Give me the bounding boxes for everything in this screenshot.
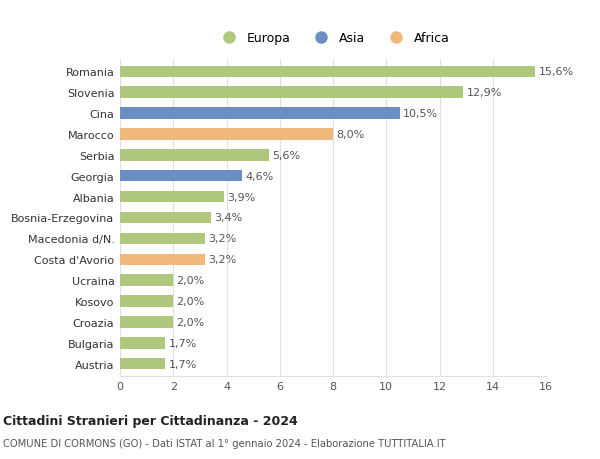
Bar — [120, 296, 173, 307]
Bar — [120, 67, 535, 78]
Bar — [120, 358, 165, 369]
Bar — [120, 213, 211, 224]
Bar — [120, 171, 242, 182]
Text: 1,7%: 1,7% — [169, 359, 197, 369]
Bar — [120, 275, 173, 286]
Text: 2,0%: 2,0% — [176, 297, 205, 306]
Bar — [120, 108, 400, 120]
Text: 2,0%: 2,0% — [176, 317, 205, 327]
Text: 5,6%: 5,6% — [272, 151, 301, 161]
Text: 8,0%: 8,0% — [336, 130, 364, 140]
Bar — [120, 191, 224, 203]
Text: 15,6%: 15,6% — [539, 67, 574, 77]
Text: 10,5%: 10,5% — [403, 109, 438, 119]
Text: 1,7%: 1,7% — [169, 338, 197, 348]
Bar — [120, 233, 205, 245]
Text: 12,9%: 12,9% — [467, 88, 502, 98]
Text: 4,6%: 4,6% — [245, 171, 274, 181]
Bar — [120, 254, 205, 265]
Legend: Europa, Asia, Africa: Europa, Asia, Africa — [214, 29, 452, 47]
Bar — [120, 337, 165, 349]
Text: 3,9%: 3,9% — [227, 192, 255, 202]
Bar — [120, 129, 333, 140]
Text: 3,2%: 3,2% — [208, 255, 236, 265]
Text: 2,0%: 2,0% — [176, 275, 205, 285]
Bar — [120, 316, 173, 328]
Text: COMUNE DI CORMONS (GO) - Dati ISTAT al 1° gennaio 2024 - Elaborazione TUTTITALIA: COMUNE DI CORMONS (GO) - Dati ISTAT al 1… — [3, 438, 446, 448]
Bar — [120, 150, 269, 161]
Text: 3,2%: 3,2% — [208, 234, 236, 244]
Bar — [120, 87, 463, 99]
Text: 3,4%: 3,4% — [214, 213, 242, 223]
Text: Cittadini Stranieri per Cittadinanza - 2024: Cittadini Stranieri per Cittadinanza - 2… — [3, 414, 298, 428]
